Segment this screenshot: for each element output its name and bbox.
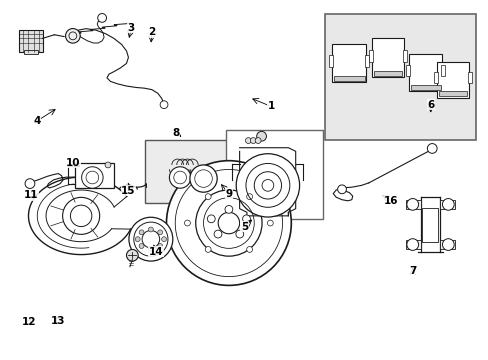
Bar bbox=[19, 30, 42, 51]
Circle shape bbox=[235, 230, 243, 238]
Text: 6: 6 bbox=[427, 100, 433, 110]
Bar bbox=[410, 85, 440, 90]
Circle shape bbox=[207, 215, 215, 223]
Circle shape bbox=[236, 154, 299, 217]
Bar bbox=[467, 72, 471, 83]
Text: 12: 12 bbox=[21, 317, 36, 327]
Circle shape bbox=[214, 230, 222, 238]
Bar bbox=[439, 240, 454, 249]
Bar bbox=[365, 55, 368, 67]
Circle shape bbox=[139, 230, 143, 235]
Circle shape bbox=[262, 180, 273, 191]
Text: 15: 15 bbox=[121, 186, 136, 196]
Text: 4: 4 bbox=[34, 116, 41, 126]
Text: 13: 13 bbox=[51, 316, 65, 325]
Circle shape bbox=[161, 237, 166, 242]
Circle shape bbox=[160, 101, 167, 109]
Circle shape bbox=[158, 230, 163, 235]
Circle shape bbox=[148, 227, 153, 232]
Text: 3: 3 bbox=[127, 23, 135, 33]
Text: 14: 14 bbox=[148, 247, 163, 257]
Circle shape bbox=[442, 199, 453, 210]
Circle shape bbox=[427, 144, 436, 153]
Bar bbox=[24, 50, 38, 54]
Circle shape bbox=[129, 217, 172, 261]
Text: 9: 9 bbox=[225, 189, 232, 199]
Text: 11: 11 bbox=[23, 190, 38, 200]
Bar bbox=[433, 72, 437, 83]
Circle shape bbox=[169, 167, 190, 188]
Circle shape bbox=[135, 237, 140, 242]
Circle shape bbox=[255, 138, 261, 144]
Bar bbox=[402, 50, 406, 62]
Circle shape bbox=[246, 247, 252, 252]
Bar bbox=[422, 208, 437, 242]
Circle shape bbox=[250, 138, 256, 144]
Circle shape bbox=[148, 246, 153, 251]
Circle shape bbox=[337, 185, 346, 194]
Circle shape bbox=[442, 239, 453, 251]
Circle shape bbox=[189, 165, 217, 192]
Circle shape bbox=[195, 190, 262, 256]
Circle shape bbox=[65, 28, 80, 43]
Bar bbox=[329, 55, 332, 67]
Bar bbox=[333, 76, 364, 81]
Circle shape bbox=[245, 138, 251, 144]
Bar bbox=[325, 14, 475, 140]
Text: 16: 16 bbox=[383, 196, 397, 206]
Circle shape bbox=[205, 194, 211, 199]
Bar bbox=[438, 91, 467, 96]
Circle shape bbox=[105, 162, 111, 168]
Text: 2: 2 bbox=[148, 27, 155, 37]
Text: 8: 8 bbox=[172, 128, 180, 138]
Circle shape bbox=[184, 220, 190, 226]
Circle shape bbox=[166, 161, 291, 285]
Circle shape bbox=[25, 179, 35, 188]
Bar bbox=[368, 50, 372, 62]
Bar bbox=[441, 65, 445, 76]
Polygon shape bbox=[331, 44, 366, 82]
Text: 1: 1 bbox=[267, 102, 274, 112]
Circle shape bbox=[242, 215, 250, 223]
Circle shape bbox=[406, 239, 418, 251]
Bar bbox=[145, 140, 227, 203]
Circle shape bbox=[98, 14, 106, 22]
Circle shape bbox=[256, 131, 266, 141]
Bar bbox=[75, 163, 114, 188]
Text: 7: 7 bbox=[408, 266, 416, 276]
Circle shape bbox=[126, 249, 138, 261]
Polygon shape bbox=[408, 54, 442, 91]
Bar bbox=[225, 130, 323, 220]
Text: 5: 5 bbox=[241, 222, 247, 231]
Circle shape bbox=[81, 167, 103, 188]
Polygon shape bbox=[371, 39, 403, 77]
Circle shape bbox=[406, 199, 418, 210]
Bar bbox=[406, 200, 420, 209]
Bar bbox=[406, 240, 420, 249]
Circle shape bbox=[224, 206, 232, 213]
Polygon shape bbox=[436, 62, 468, 98]
Bar bbox=[373, 71, 402, 76]
Circle shape bbox=[139, 244, 143, 248]
Circle shape bbox=[246, 194, 252, 199]
Bar bbox=[406, 65, 409, 76]
Circle shape bbox=[218, 212, 239, 234]
Circle shape bbox=[158, 244, 163, 248]
Circle shape bbox=[267, 220, 273, 226]
Circle shape bbox=[205, 247, 211, 252]
Circle shape bbox=[142, 230, 159, 248]
Text: 10: 10 bbox=[65, 158, 80, 168]
Bar bbox=[439, 200, 454, 209]
